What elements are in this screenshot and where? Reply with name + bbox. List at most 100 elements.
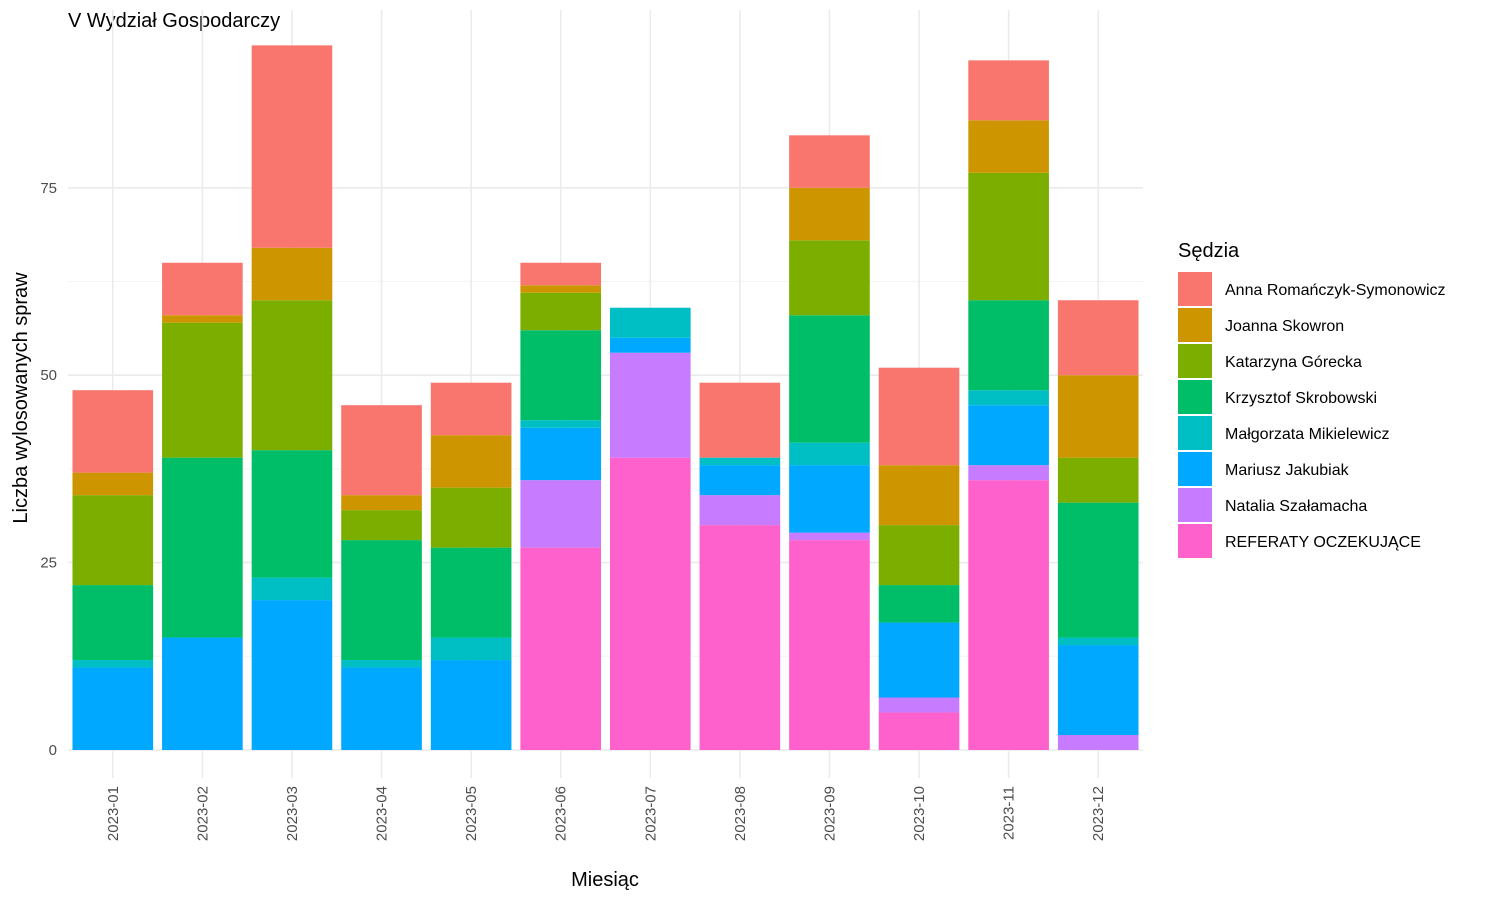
bar-segment: [162, 262, 243, 316]
y-axis-ticks: 0 25 50 75: [40, 180, 57, 759]
bar-segment: [251, 450, 333, 578]
bar-segment: [878, 585, 960, 623]
bar-segment: [162, 315, 243, 323]
x-tick-label: 2023-04: [374, 786, 391, 841]
legend-title: Sędzia: [1178, 240, 1240, 262]
bar-segment: [520, 262, 602, 286]
legend-label: Małgorzata Mikielewicz: [1225, 426, 1390, 443]
bar-segment: [520, 547, 602, 750]
bar-segment: [72, 495, 154, 586]
bar-segment: [609, 337, 691, 353]
bar-segment: [699, 495, 781, 526]
bars: [72, 45, 1139, 750]
bar-segment: [341, 495, 422, 511]
legend-label: Anna Romańczyk-Symonowicz: [1225, 282, 1446, 299]
bar-segment: [1057, 300, 1139, 376]
bar-segment: [789, 532, 870, 541]
x-tick-label: 2023-09: [821, 786, 838, 841]
bar-segment: [341, 667, 422, 750]
bar-segment: [968, 405, 1049, 466]
legend-swatch: [1178, 524, 1212, 558]
x-tick-label: 2023-05: [463, 786, 480, 841]
bar-segment: [72, 585, 154, 661]
bar-segment: [162, 637, 243, 750]
legend-label: REFERATY OCZEKUJĄCE: [1225, 534, 1421, 551]
bar-segment: [968, 60, 1049, 121]
bar-segment: [430, 547, 512, 638]
bar-segment: [162, 322, 243, 458]
legend-label: Mariusz Jakubiak: [1225, 462, 1350, 479]
bar-segment: [609, 352, 691, 458]
bar-segment: [789, 135, 870, 188]
x-tick-label: 2023-07: [642, 786, 659, 841]
bar-segment: [162, 457, 243, 638]
bar-segment: [430, 435, 512, 488]
bar-segment: [520, 480, 602, 548]
x-tick-label: 2023-03: [284, 786, 301, 841]
bar-segment: [609, 307, 691, 338]
bar-segment: [72, 660, 154, 668]
bar-segment: [968, 390, 1049, 406]
bar-segment: [251, 247, 333, 301]
bar-segment: [789, 442, 870, 466]
legend-swatch: [1178, 272, 1212, 306]
legend-label: Joanna Skowron: [1225, 318, 1344, 335]
bar-segment: [789, 240, 870, 316]
bar-segment: [341, 660, 422, 668]
x-tick-label: 2023-02: [194, 786, 211, 841]
bar-segment: [968, 120, 1049, 173]
bar-segment: [968, 172, 1049, 301]
legend-swatch: [1178, 380, 1212, 414]
bar-segment: [968, 465, 1049, 481]
bar-segment: [341, 540, 422, 661]
y-tick-label: 25: [40, 555, 57, 572]
bar-segment: [251, 300, 333, 451]
bar-segment: [699, 382, 781, 458]
bar-segment: [699, 457, 781, 466]
legend-swatch: [1178, 344, 1212, 378]
bar-segment: [430, 487, 512, 548]
bar-segment: [1057, 637, 1139, 646]
x-axis-title: Miesiąc: [571, 869, 639, 891]
bar-segment: [878, 697, 960, 713]
bar-segment: [251, 600, 333, 750]
bar-segment: [789, 540, 870, 750]
legend-label: Krzysztof Skrobowski: [1225, 390, 1377, 407]
bar-segment: [251, 45, 333, 248]
y-tick-label: 0: [49, 742, 57, 759]
x-tick-label: 2023-11: [1001, 786, 1018, 840]
legend-swatch: [1178, 308, 1212, 342]
chart-title: V Wydział Gospodarczy: [68, 10, 280, 32]
bar-segment: [1057, 645, 1139, 736]
bar-segment: [878, 622, 960, 698]
bar-segment: [430, 637, 512, 661]
bar-segment: [72, 472, 154, 496]
x-tick-label: 2023-10: [911, 786, 928, 841]
y-tick-label: 75: [40, 180, 57, 197]
bar-segment: [520, 427, 602, 481]
bar-segment: [968, 480, 1049, 750]
bar-segment: [430, 382, 512, 436]
bar-segment: [1057, 502, 1139, 638]
legend: Anna Romańczyk-Symonowicz Joanna Skowron K…: [1178, 272, 1446, 558]
bar-segment: [341, 405, 422, 496]
y-axis-title: Liczba wylosowanych spraw: [10, 272, 32, 524]
bar-segment: [520, 285, 602, 293]
bar-segment: [878, 712, 960, 750]
bar-segment: [789, 187, 870, 241]
bar-segment: [789, 315, 870, 443]
bar-segment: [699, 525, 781, 750]
x-tick-label: 2023-06: [553, 786, 570, 841]
bar-segment: [789, 465, 870, 533]
bar-segment: [251, 577, 333, 601]
legend-swatch: [1178, 452, 1212, 486]
legend-label: Natalia Szałamacha: [1225, 498, 1367, 515]
bar-segment: [520, 292, 602, 331]
bar-segment: [1057, 457, 1139, 503]
bar-segment: [72, 667, 154, 750]
bar-segment: [968, 300, 1049, 391]
y-tick-label: 50: [40, 367, 57, 384]
legend-swatch: [1178, 416, 1212, 450]
bar-segment: [878, 525, 960, 586]
